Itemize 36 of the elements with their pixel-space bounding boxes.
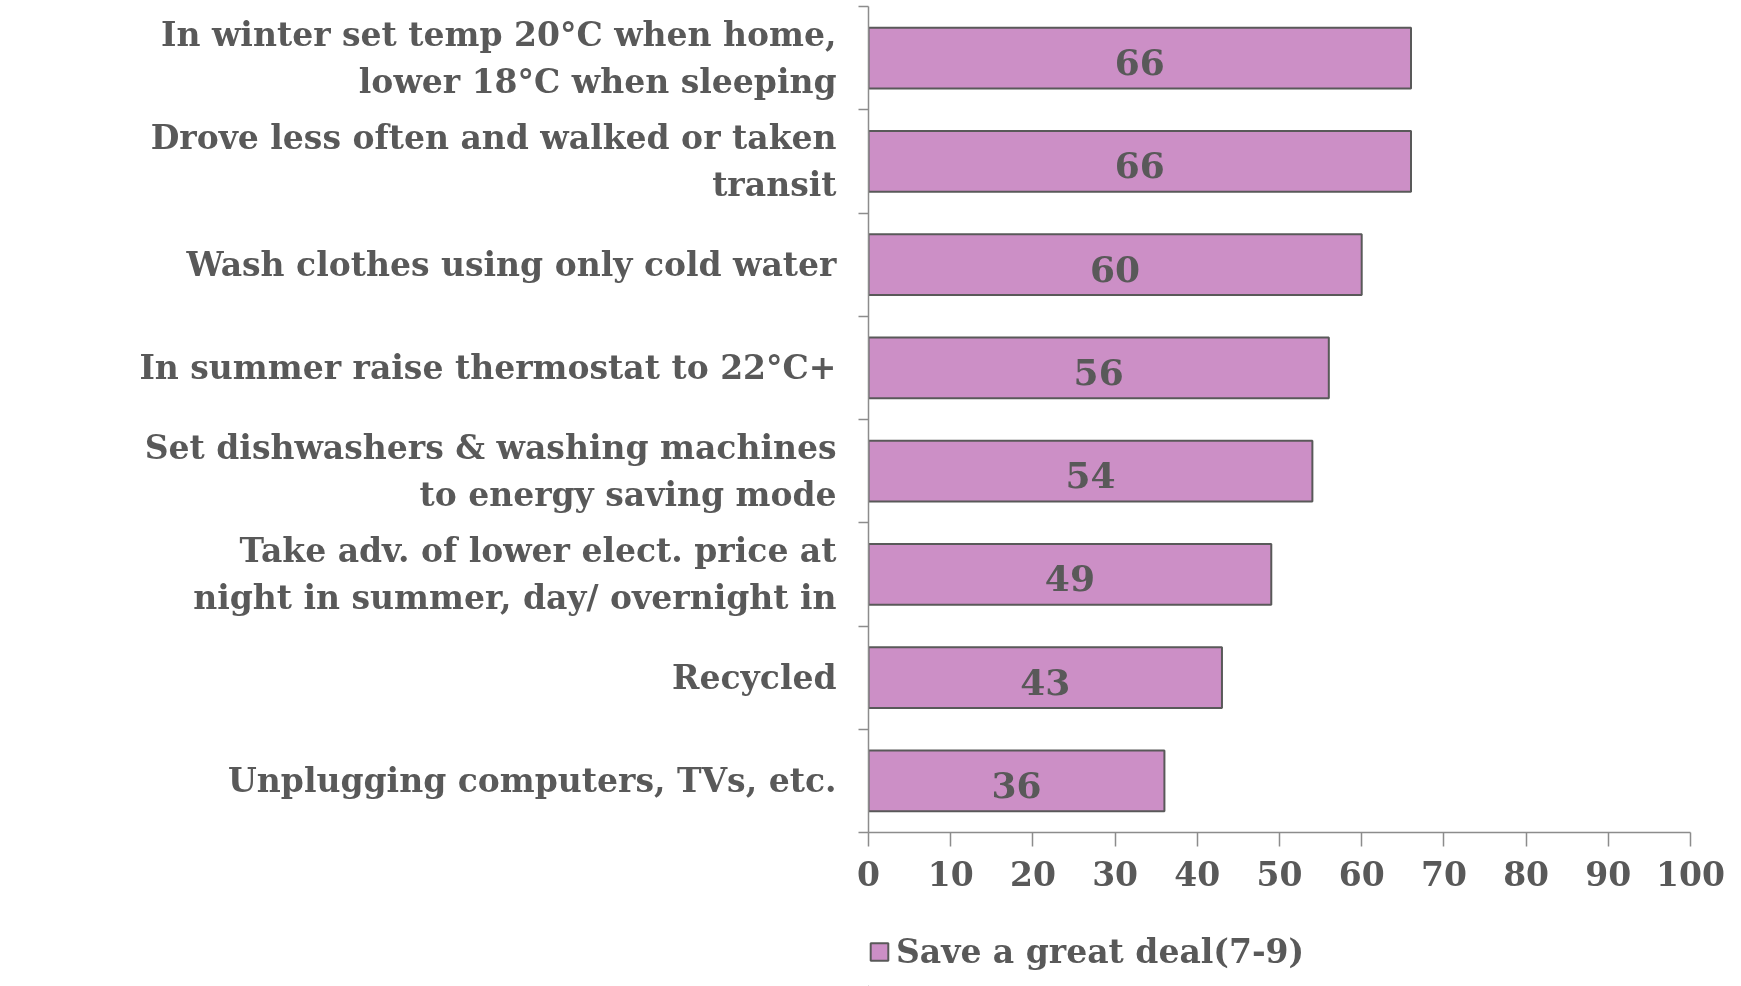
x-tick-label: 40 bbox=[1174, 854, 1221, 894]
data-label: 66 bbox=[1114, 41, 1165, 84]
x-tick-label: 50 bbox=[1256, 854, 1303, 894]
y-tick-label: Unplugging computers, TVs, etc. bbox=[228, 761, 837, 801]
y-tick-label: Set dishwashers & washing machines to energy saving mode bbox=[144, 428, 837, 515]
bar bbox=[868, 749, 1166, 813]
x-tick-label: 80 bbox=[1503, 854, 1550, 894]
data-label: 66 bbox=[1114, 144, 1165, 187]
x-tick-label: 30 bbox=[1092, 854, 1139, 894]
data-label: 56 bbox=[1073, 350, 1124, 393]
x-tick-label: 10 bbox=[927, 854, 974, 894]
data-label: 54 bbox=[1065, 454, 1116, 497]
y-tick-label: Wash clothes using only cold water bbox=[185, 245, 838, 285]
x-tick-label: 20 bbox=[1009, 854, 1056, 894]
y-tick-label: In summer raise thermostat to 22°C+ bbox=[139, 348, 837, 388]
bar bbox=[868, 129, 1413, 193]
x-tick-label: 100 bbox=[1656, 854, 1725, 894]
data-label: 36 bbox=[991, 763, 1042, 806]
bar bbox=[868, 439, 1314, 503]
x-tick-label: 0 bbox=[857, 854, 880, 894]
bar bbox=[868, 233, 1363, 297]
bar bbox=[868, 646, 1223, 710]
bar bbox=[868, 26, 1413, 90]
y-tick-label: Drove less often and walked or taken transit bbox=[150, 118, 838, 205]
y-tick-label: Take adv. of lower elect. price at night in summer, day/ overnight in bbox=[193, 531, 838, 618]
data-label: 43 bbox=[1020, 660, 1071, 703]
x-tick-label: 90 bbox=[1585, 854, 1632, 894]
data-label: 49 bbox=[1044, 557, 1095, 600]
legend-label: Save a great deal(7-9) bbox=[896, 931, 1305, 971]
x-tick-label: 60 bbox=[1338, 854, 1385, 894]
y-tick-label: Recycled bbox=[672, 658, 837, 698]
data-label: 60 bbox=[1090, 247, 1141, 290]
x-tick-label: 70 bbox=[1420, 854, 1467, 894]
bar bbox=[868, 336, 1330, 400]
y-tick-label: In winter set temp 20°C when home, lower 18°C when sleeping bbox=[161, 15, 837, 102]
bar bbox=[868, 542, 1273, 606]
